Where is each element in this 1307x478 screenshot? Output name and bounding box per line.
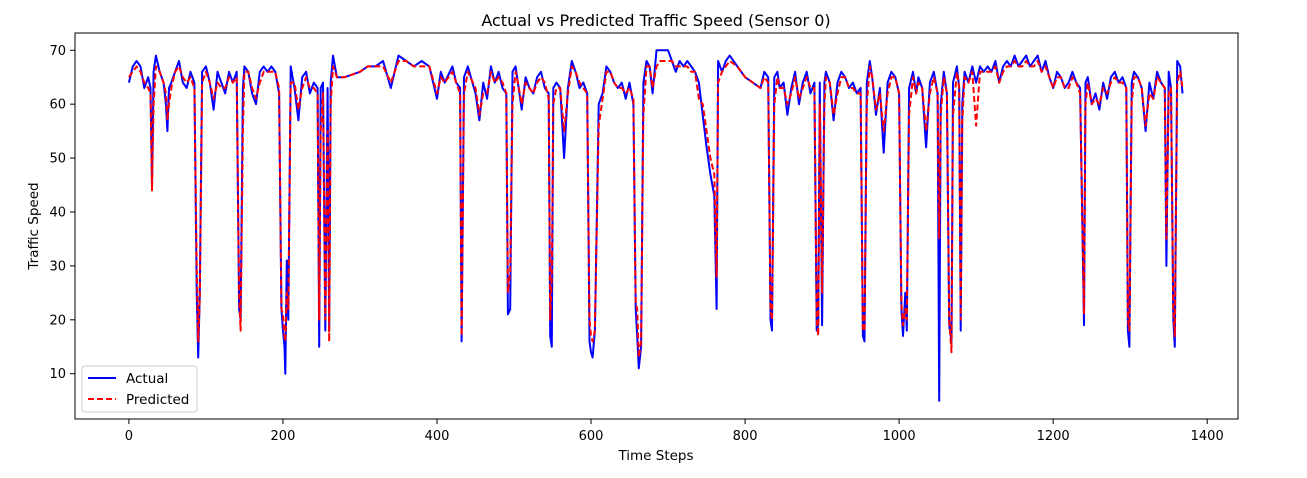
x-axis-label: Time Steps [617, 448, 693, 464]
legend: Actual Predicted [81, 365, 198, 413]
y-axis-label: Traffic Speed [26, 182, 42, 270]
x-tick-label: 800 [733, 429, 758, 444]
legend-label-predicted: Predicted [126, 392, 189, 408]
x-tick-label: 1000 [883, 429, 916, 444]
y-tick-label: 40 [49, 205, 66, 220]
y-tick-label: 20 [49, 313, 66, 328]
y-tick-label: 70 [49, 44, 66, 59]
x-tick-label: 1400 [1191, 429, 1224, 444]
chart-title: Actual vs Predicted Traffic Speed (Senso… [481, 11, 830, 30]
y-tick-label: 60 [49, 98, 66, 113]
x-tick-label: 400 [425, 429, 450, 444]
plot-frame [74, 32, 1239, 420]
legend-label-actual: Actual [126, 371, 168, 387]
x-tick-label: 600 [579, 429, 604, 444]
y-tick-label: 10 [49, 367, 66, 382]
x-tick-label: 0 [125, 429, 133, 444]
y-tick-label: 30 [49, 259, 66, 274]
x-tick-label: 1200 [1037, 429, 1070, 444]
x-tick-label: 200 [271, 429, 296, 444]
series-layer [127, 49, 1184, 402]
y-tick-label: 50 [49, 152, 66, 167]
series-line-predicted [128, 60, 1184, 359]
y-axis: 10 20 30 40 50 60 70 [49, 44, 75, 382]
x-axis: 0 200 400 600 800 1000 1200 1400 [125, 419, 1224, 444]
